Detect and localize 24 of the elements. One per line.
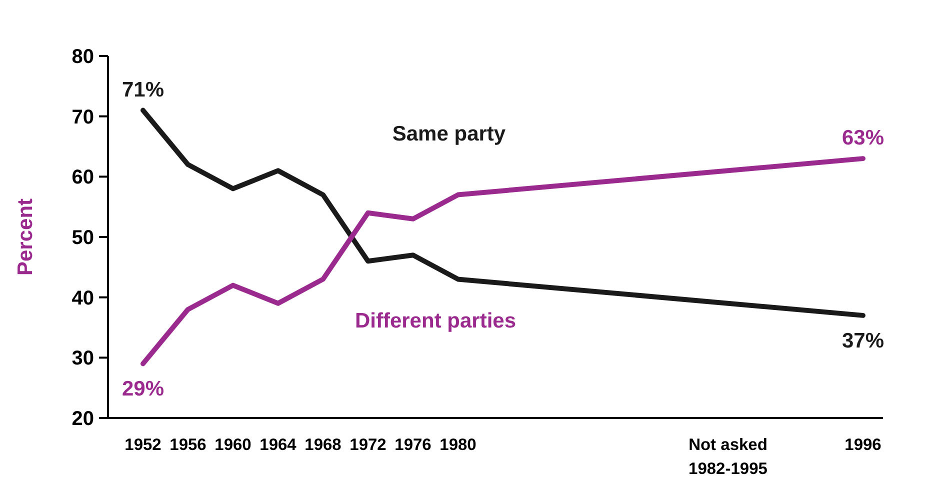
x-tick-label: 1996 bbox=[844, 436, 882, 454]
data-label: 29% bbox=[122, 378, 164, 401]
y-tick-label: 40 bbox=[72, 287, 94, 310]
data-label: 63% bbox=[842, 126, 884, 150]
y-tick-label: 50 bbox=[72, 227, 94, 249]
x-tick-label: 1980 bbox=[440, 436, 476, 454]
x-tick-label: 1952 bbox=[124, 436, 162, 454]
x-tick-label: 1964 bbox=[260, 436, 298, 454]
data-label: 37% bbox=[842, 329, 884, 352]
x-tick-label: 1968 bbox=[304, 436, 342, 454]
x-tick-label: 1976 bbox=[394, 436, 432, 454]
y-tick-label: 30 bbox=[72, 348, 94, 370]
x-tick-label: 1960 bbox=[214, 436, 252, 454]
x-tick-label: 1956 bbox=[170, 436, 206, 454]
data-label: 71% bbox=[122, 78, 164, 102]
y-tick-label: 20 bbox=[72, 408, 94, 430]
y-axis-title: Percent bbox=[14, 198, 37, 276]
x-tick-label: Not asked 1982-1995 bbox=[688, 436, 768, 478]
text: Different parties bbox=[354, 310, 516, 332]
y-tick-label: 80 bbox=[72, 46, 94, 68]
x-tick-label: 1972 bbox=[350, 436, 386, 454]
text: Same party bbox=[392, 122, 506, 146]
y-tick-label: 70 bbox=[72, 106, 94, 128]
y-tick-label: 60 bbox=[72, 166, 94, 189]
